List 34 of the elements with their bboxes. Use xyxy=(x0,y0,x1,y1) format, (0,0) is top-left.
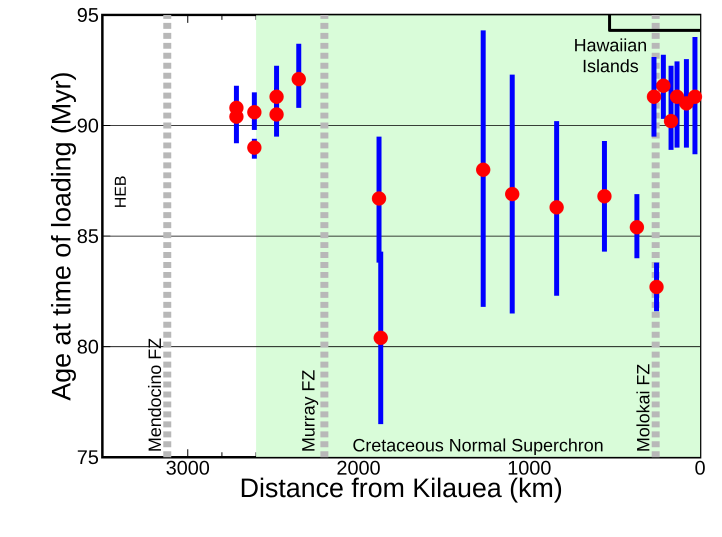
x-tick-label: 0 xyxy=(695,460,705,475)
y-axis-title: Age at time of loading (Myr) xyxy=(50,73,76,401)
x-axis-title: Distance from Kilauea (km) xyxy=(242,478,562,503)
annotation: Hawaiian Islands xyxy=(575,38,646,72)
point xyxy=(374,330,388,346)
y-tick-label: 80 xyxy=(78,340,98,354)
point xyxy=(664,114,678,128)
x-tick-label: 1000 xyxy=(508,460,551,475)
ref-line-label: Molokai FZ xyxy=(636,364,650,451)
point xyxy=(292,72,306,86)
point xyxy=(372,191,386,206)
point xyxy=(646,90,662,104)
point xyxy=(247,140,262,155)
y-tick-label: 90 xyxy=(78,118,98,133)
point xyxy=(649,280,664,294)
point xyxy=(269,90,284,104)
point xyxy=(656,78,671,93)
y-tick-label: 95 xyxy=(78,8,98,22)
ref-line-label: Mendocino FZ xyxy=(148,338,162,451)
band-label: Cretaceous Normal Superchron xyxy=(353,438,602,456)
point xyxy=(247,105,262,120)
x-tick-label: 3000 xyxy=(166,460,210,475)
annotation: HEB xyxy=(114,176,126,207)
point xyxy=(269,107,284,122)
ref-line-label: Murray FZ xyxy=(302,370,318,451)
point xyxy=(597,189,612,204)
point xyxy=(630,220,644,234)
point xyxy=(476,162,490,177)
point xyxy=(688,90,702,104)
point xyxy=(505,186,520,202)
y-tick-label: 75 xyxy=(78,450,98,464)
y-tick-label: 85 xyxy=(78,229,98,244)
point xyxy=(549,200,564,215)
x-tick-label: 2000 xyxy=(337,460,380,475)
